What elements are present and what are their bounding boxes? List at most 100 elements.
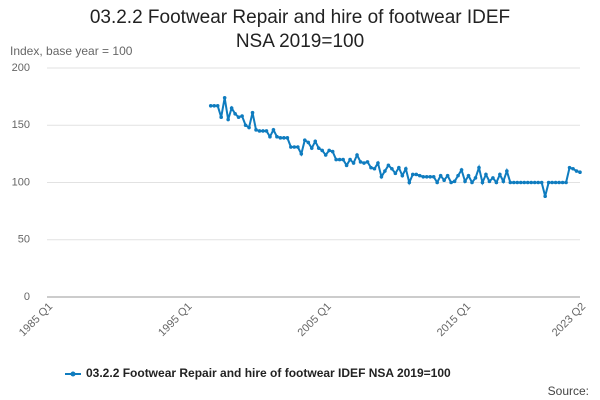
point bbox=[372, 166, 377, 171]
point bbox=[532, 180, 537, 185]
point bbox=[539, 180, 544, 185]
point bbox=[271, 128, 276, 132]
point bbox=[390, 166, 394, 171]
point bbox=[369, 165, 373, 170]
point bbox=[424, 174, 429, 179]
point bbox=[505, 169, 509, 173]
point bbox=[254, 128, 258, 132]
point bbox=[351, 161, 356, 165]
point bbox=[515, 180, 520, 185]
point bbox=[222, 95, 227, 100]
point bbox=[320, 148, 325, 153]
point bbox=[226, 117, 230, 122]
point bbox=[282, 136, 286, 140]
point bbox=[445, 173, 450, 178]
point bbox=[275, 134, 279, 139]
point bbox=[365, 160, 370, 164]
point bbox=[313, 139, 318, 144]
point bbox=[512, 180, 516, 185]
point bbox=[491, 176, 495, 180]
point bbox=[442, 178, 446, 183]
point bbox=[414, 172, 419, 177]
point bbox=[247, 125, 251, 130]
point bbox=[480, 180, 485, 185]
point bbox=[574, 169, 579, 173]
point bbox=[435, 180, 439, 185]
point bbox=[278, 136, 283, 140]
x-tick-label: 1995 Q1 bbox=[156, 301, 194, 339]
point bbox=[208, 103, 213, 108]
point bbox=[261, 129, 265, 133]
point bbox=[463, 179, 467, 184]
x-tick-label: 2005 Q1 bbox=[296, 301, 334, 339]
y-tick-label: 50 bbox=[18, 234, 30, 246]
point bbox=[518, 180, 523, 185]
point bbox=[362, 161, 366, 165]
point bbox=[501, 179, 506, 184]
point bbox=[452, 179, 457, 184]
point bbox=[316, 146, 321, 150]
point bbox=[407, 180, 412, 185]
point bbox=[557, 180, 561, 185]
point bbox=[376, 161, 380, 165]
point bbox=[215, 103, 220, 108]
point bbox=[431, 174, 436, 179]
point bbox=[546, 180, 551, 185]
point bbox=[473, 176, 478, 180]
x-tick-label: 2023 Q2 bbox=[550, 301, 588, 339]
point bbox=[289, 145, 293, 149]
point bbox=[428, 174, 433, 179]
point bbox=[268, 134, 272, 139]
point bbox=[306, 140, 311, 145]
point bbox=[334, 157, 338, 162]
point bbox=[257, 129, 262, 133]
point bbox=[302, 138, 307, 142]
point bbox=[240, 114, 244, 118]
point bbox=[397, 165, 401, 170]
point bbox=[449, 180, 453, 185]
point bbox=[358, 160, 363, 164]
point bbox=[355, 153, 359, 157]
point bbox=[421, 174, 426, 179]
point bbox=[487, 179, 492, 184]
point bbox=[522, 180, 527, 185]
point bbox=[553, 180, 558, 185]
point bbox=[379, 174, 384, 179]
point bbox=[243, 123, 248, 128]
point bbox=[494, 180, 499, 185]
point bbox=[543, 194, 547, 199]
point bbox=[459, 168, 464, 172]
point bbox=[212, 103, 217, 108]
point bbox=[250, 110, 255, 115]
point bbox=[529, 180, 534, 185]
point bbox=[285, 136, 290, 140]
point bbox=[393, 171, 398, 176]
point bbox=[337, 157, 342, 162]
point bbox=[292, 145, 297, 149]
point bbox=[525, 180, 530, 185]
point bbox=[564, 180, 568, 185]
point bbox=[536, 180, 540, 185]
point bbox=[578, 170, 582, 174]
y-tick-label: 0 bbox=[24, 291, 30, 303]
legend-marker bbox=[70, 371, 76, 377]
source: Source: bbox=[548, 384, 589, 398]
chart-title: 03.2.2 Footwear Repair and hire of footw… bbox=[89, 7, 511, 52]
point bbox=[233, 112, 237, 116]
point bbox=[466, 173, 471, 178]
point bbox=[484, 172, 488, 177]
y-tick-label: 200 bbox=[12, 62, 30, 74]
point bbox=[344, 163, 349, 168]
point bbox=[404, 166, 408, 171]
point bbox=[229, 106, 234, 110]
point bbox=[477, 165, 481, 170]
point bbox=[567, 165, 572, 170]
point bbox=[550, 180, 554, 185]
point bbox=[236, 115, 241, 120]
point bbox=[508, 180, 513, 185]
y-tick-label: 100 bbox=[12, 176, 30, 188]
point bbox=[296, 145, 300, 149]
point bbox=[417, 173, 422, 178]
point bbox=[348, 157, 352, 162]
